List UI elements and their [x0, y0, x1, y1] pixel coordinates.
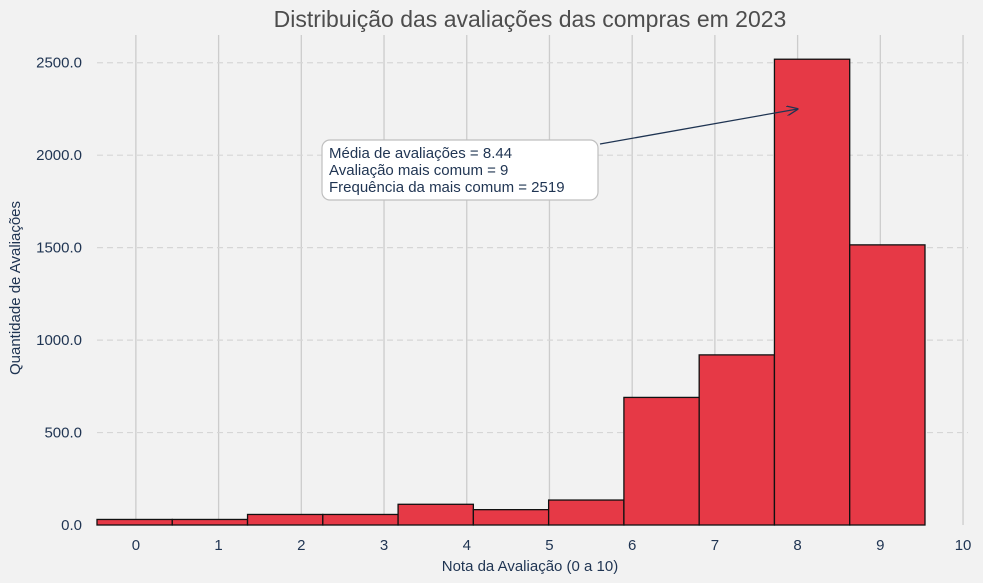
- histogram-bar: [171, 518, 249, 526]
- x-tick-label: 6: [628, 537, 636, 554]
- tick-labels: 0 1 2 3 4 5 6 7 8 9 10 0.0 500.0 1000.0 1500.0 2000.0 25…: [36, 55, 971, 554]
- histogram-bar: [96, 518, 173, 526]
- annotation-line-mode: Avaliação mais comum = 9: [329, 162, 508, 179]
- histogram-bar: [773, 58, 851, 526]
- annotation-arrow: [599, 109, 798, 145]
- x-tick-label: 0: [132, 537, 140, 554]
- histogram-bar: [246, 513, 324, 526]
- x-tick-label: 3: [380, 537, 388, 554]
- annotation-box-frame: [321, 139, 599, 201]
- x-tick-label: 2: [297, 537, 305, 554]
- histogram-bar: [472, 509, 550, 526]
- histogram-bar: [849, 244, 926, 526]
- x-tick-label: 7: [711, 537, 719, 554]
- y-axis-label: Quantidade de Avaliações: [7, 201, 24, 375]
- histogram-bar: [698, 354, 776, 526]
- x-tick-label: 5: [545, 537, 553, 554]
- histogram-bar: [547, 499, 625, 526]
- histogram-bar: [397, 503, 475, 526]
- y-tick-label: 500.0: [44, 425, 82, 442]
- annotation-box: Média de avaliações = 8.44 Avaliação mai…: [321, 109, 798, 201]
- x-tick-label: 10: [955, 537, 972, 554]
- x-tick-label: 1: [214, 537, 222, 554]
- y-tick-label: 2000.0: [36, 147, 82, 164]
- histogram-bar: [623, 396, 700, 526]
- histogram-bar: [322, 513, 399, 526]
- x-tick-label: 8: [793, 537, 801, 554]
- x-axis-label: Nota da Avaliação (0 a 10): [442, 558, 619, 575]
- y-tick-label: 1500.0: [36, 240, 82, 257]
- y-tick-label: 0.0: [61, 517, 82, 534]
- x-tick-label: 4: [463, 537, 471, 554]
- annotation-line-frequency: Frequência da mais comum = 2519: [329, 179, 565, 196]
- y-tick-label: 2500.0: [36, 55, 82, 72]
- x-tick-label: 9: [876, 537, 884, 554]
- y-tick-label: 1000.0: [36, 332, 82, 349]
- annotation-line-mean: Média de avaliações = 8.44: [329, 145, 512, 162]
- bars: [96, 58, 926, 526]
- chart-title: Distribuição das avaliações das compras …: [274, 6, 787, 32]
